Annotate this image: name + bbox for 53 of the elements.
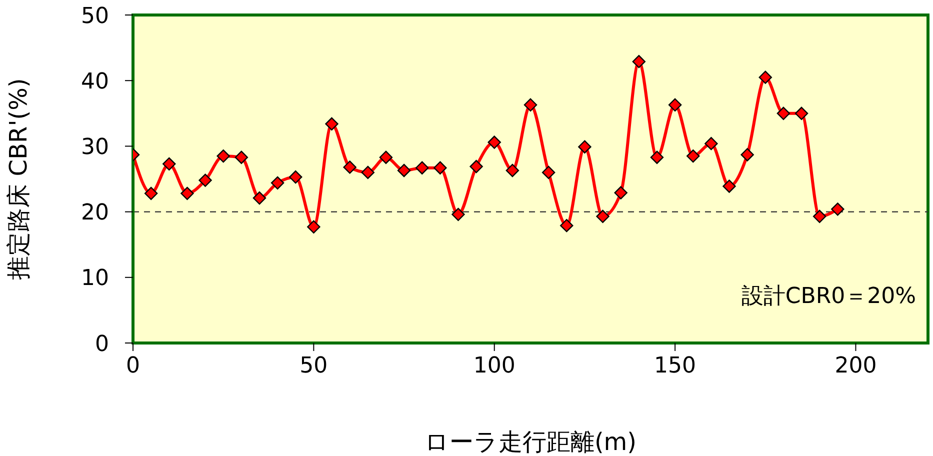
x-tick-label: 50 xyxy=(300,354,328,379)
point xyxy=(252,191,266,205)
point xyxy=(578,140,592,154)
point xyxy=(216,149,230,163)
annotation: 設計CBR0＝20% xyxy=(741,284,916,309)
point xyxy=(794,106,808,120)
y-axis-title: 推定路床 CBR'(%) xyxy=(4,78,33,280)
point xyxy=(415,161,429,174)
point xyxy=(162,157,176,171)
point xyxy=(470,160,483,174)
point xyxy=(307,220,320,234)
point xyxy=(704,136,718,150)
point xyxy=(379,150,393,164)
y-tick-label: 30 xyxy=(81,135,109,160)
point xyxy=(632,54,646,68)
y-tick-label: 0 xyxy=(95,332,109,357)
y-tick-label: 10 xyxy=(81,266,109,292)
point xyxy=(524,98,538,112)
point xyxy=(180,186,194,200)
point xyxy=(686,149,700,163)
point xyxy=(831,202,844,216)
point xyxy=(722,180,736,193)
y-tick-label: 40 xyxy=(81,69,109,94)
point xyxy=(614,186,628,200)
point xyxy=(361,166,374,180)
x-tick-label: 0 xyxy=(126,354,140,379)
point xyxy=(812,210,826,223)
point xyxy=(542,166,556,180)
x-tick-label: 150 xyxy=(654,354,696,379)
point xyxy=(234,150,248,164)
point xyxy=(289,170,302,184)
x-tick-label: 200 xyxy=(834,354,877,379)
point xyxy=(270,176,284,190)
point xyxy=(758,70,772,84)
y-tick-label: 20 xyxy=(81,200,109,226)
x-tick-label: 100 xyxy=(473,354,516,379)
point xyxy=(144,186,158,200)
point xyxy=(434,161,447,174)
point xyxy=(560,218,574,232)
point xyxy=(325,117,338,130)
point xyxy=(198,174,212,187)
point xyxy=(596,210,610,223)
point xyxy=(506,164,520,178)
point xyxy=(740,148,754,162)
point xyxy=(668,98,682,112)
point xyxy=(397,164,411,178)
point xyxy=(488,136,501,149)
y-tick-label: 50 xyxy=(81,4,109,29)
point xyxy=(452,208,465,222)
point xyxy=(650,150,664,164)
point xyxy=(776,106,790,120)
point xyxy=(343,160,356,174)
x-axis-title: ローラ走行距離(m) xyxy=(424,428,637,456)
